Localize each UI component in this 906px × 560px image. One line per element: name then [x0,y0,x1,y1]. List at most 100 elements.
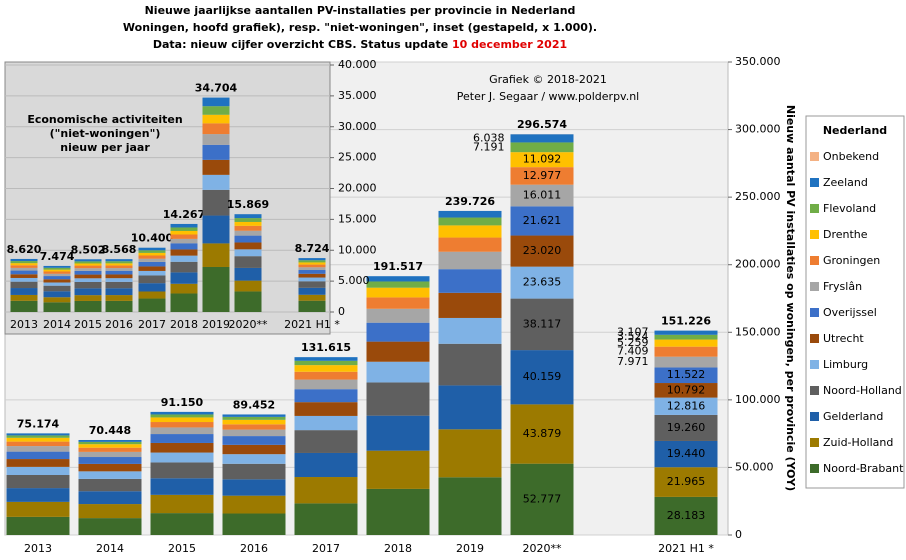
legend-label: Zuid-Holland [823,436,893,449]
legend-label: Utrecht [823,332,864,345]
x-tick-label: 2018 [170,318,198,331]
bar-segment [298,267,326,271]
bar-segment [10,261,38,264]
bar-segment [170,283,198,294]
bar-segment [234,225,262,231]
total-label: 70.448 [89,424,131,437]
bar-segment [74,265,102,269]
bar-segment [234,214,262,219]
bar-segment [170,249,198,256]
bar-segment [202,123,230,135]
bar-segment [294,389,358,403]
bar-segment [366,415,430,451]
bar-segment [74,274,102,279]
bar-segment [222,416,286,420]
total-label: 15.869 [227,198,269,211]
bar-segment [438,217,502,226]
bar-segment [654,334,718,340]
bar-segment [10,258,38,262]
bar-segment [10,281,38,289]
bar-segment [298,287,326,295]
x-tick-label: 2021 H1 * [658,542,714,555]
bar-segment [234,218,262,222]
bar-segment [438,210,502,218]
bar-segment [78,471,142,479]
bar-segment [10,270,38,275]
bar-segment [105,295,133,301]
segment-label: 23.020 [523,244,562,257]
segment-label: 28.183 [667,509,706,522]
bar-segment [294,357,358,361]
bar-segment [234,280,262,292]
segment-label: 3.524 [617,330,649,343]
bar-segment [74,295,102,301]
legend-swatch [810,178,819,187]
bar-segment [202,106,230,115]
x-tick-label: 2020** [229,318,268,331]
total-label: 151.226 [661,315,711,328]
bar-segment [294,365,358,372]
title-part: Data: nieuw cijfer overzicht CBS. Status… [153,38,452,51]
bar-segment [138,270,166,276]
legend-swatch [810,230,819,239]
bar-segment [105,300,133,312]
segment-label: 43.879 [523,427,562,440]
bar-segment [222,463,286,480]
bar-segment [150,442,214,453]
bar-segment [74,268,102,271]
bar-segment [222,424,286,430]
bar-segment [202,114,230,124]
total-label: 8.568 [102,243,137,256]
bar-segment [138,275,166,284]
bar-segment [298,281,326,288]
x-tick-label: 2015 [74,318,102,331]
bar-segment [654,467,718,497]
bar-segment [74,263,102,266]
segment-label: 10.792 [667,383,706,396]
segment-label: 52.777 [523,492,562,505]
bar-segment [234,249,262,257]
bar-segment [222,414,286,417]
x-tick-label: 2016 [105,318,133,331]
x-tick-label: 2013 [10,318,38,331]
legend-swatch [810,204,819,213]
y-tick-label: 10.000 [338,243,377,256]
inset-title: ("niet-woningen") [50,127,161,140]
bar-segment [298,264,326,268]
inset-title: nieuw per jaar [60,141,150,154]
x-tick-label: 2016 [240,542,268,555]
bar-segment [150,414,214,418]
bar-segment [510,142,574,153]
bar-segment [6,446,70,452]
bar-segment [6,501,70,517]
x-tick-label: 2014 [96,542,124,555]
bar-segment [366,382,430,416]
bar-segment [294,503,358,535]
bar-segment [78,447,142,452]
bar-segment [298,300,326,312]
main-chart: 0 50.000 100.000 150.000 200.000 250.000 300.0… [5,55,781,555]
bar-segment [222,436,286,445]
segment-label: 12.977 [523,169,562,182]
bar-segment [150,494,214,514]
bar-segment [10,294,38,301]
y-tick-label: 25.000 [338,151,377,164]
bar-segment [234,230,262,236]
total-label: 91.150 [161,396,204,409]
bar-segment [234,235,262,243]
bar-segment [150,513,214,535]
segment-label: 6.038 [473,131,505,144]
inset-title: Economische activiteiten [27,113,182,126]
bar-segment [438,237,502,252]
bar-segment [43,282,71,286]
bar-segment [438,269,502,293]
bar-segment [234,242,262,250]
bar-segment [654,383,718,398]
segment-label: 5.259 [617,336,649,349]
bar-segment [78,478,142,492]
y-tick-label: 300.000 [735,123,781,136]
bar-segment [6,516,70,535]
legend-label: Zeeland [823,176,868,189]
bar-segment [234,267,262,281]
bar-segment [43,302,71,312]
